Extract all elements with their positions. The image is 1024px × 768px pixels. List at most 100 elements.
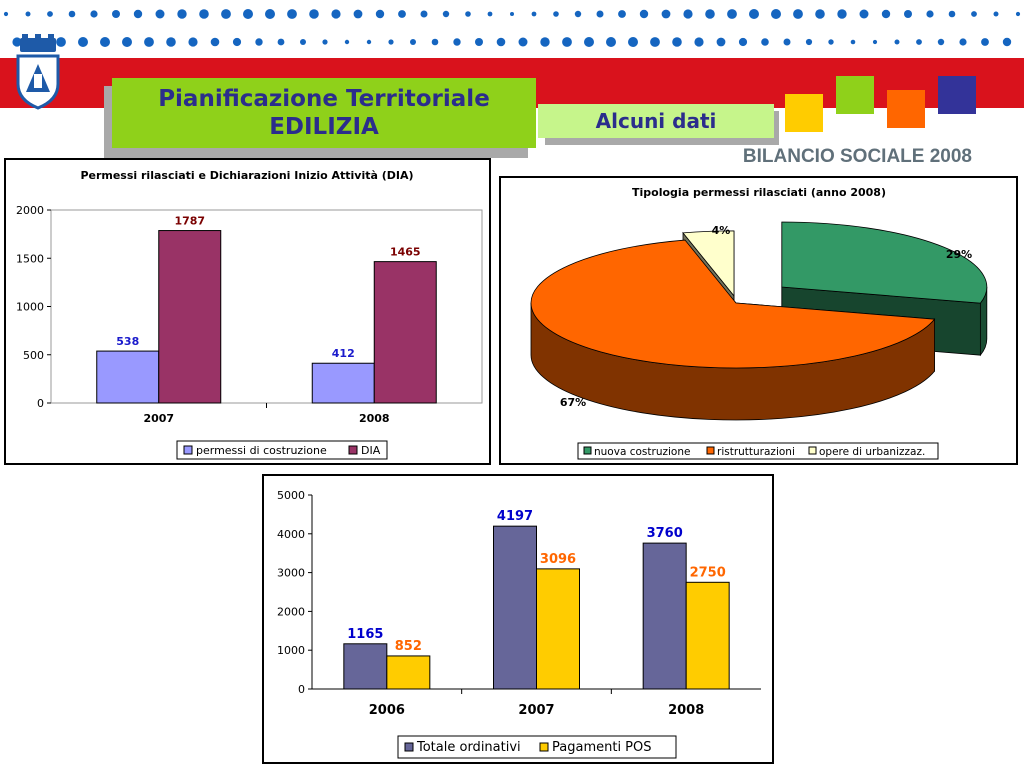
header-dot — [540, 37, 550, 47]
header-dot — [78, 37, 88, 47]
navy-square — [938, 76, 976, 114]
header-dot — [574, 10, 582, 18]
header-dot — [596, 10, 604, 18]
header-dot — [465, 11, 471, 17]
y-tick-label: 5000 — [277, 489, 305, 502]
bar-totale-ordinativi — [343, 643, 388, 690]
slice-label: 67% — [560, 396, 586, 409]
header-dot — [562, 37, 572, 47]
x-tick-label: 2007 — [143, 412, 174, 425]
header-dot — [210, 37, 220, 47]
y-tick-label: 3000 — [277, 567, 305, 580]
header-dot — [177, 9, 187, 19]
coat-of-arms-logo — [16, 34, 60, 110]
chart-permessi-dia: Permessi rilasciati e Dichiarazioni Iniz… — [16, 169, 483, 460]
data-label: 1787 — [174, 215, 205, 228]
slice-label: 4% — [712, 224, 731, 237]
header-dot — [331, 9, 341, 19]
bar-permessi-di-costruzione — [96, 350, 160, 404]
header-dot — [398, 10, 406, 18]
legend-swatch — [404, 742, 414, 752]
header-dot — [705, 9, 715, 19]
chart-ordinativi-panel: 0 1000 2000 3000 4000 5000 2006 1165 852 2007 4197… — [262, 474, 774, 764]
header-dot — [553, 11, 559, 17]
header-dot — [1002, 37, 1012, 47]
header-dot — [221, 9, 231, 19]
header-dot — [300, 39, 306, 45]
header-dot — [993, 11, 999, 17]
header-dot — [837, 9, 847, 19]
header-dot — [510, 12, 514, 16]
header-dot — [683, 9, 693, 19]
bar-totale-ordinativi — [642, 542, 687, 690]
header-dot — [761, 38, 769, 46]
y-tick-label: 1500 — [16, 252, 44, 265]
header-dot — [255, 38, 263, 46]
header-dot — [815, 9, 825, 19]
header-dot — [618, 10, 626, 18]
y-tick-label: 0 — [298, 683, 305, 696]
header-dot — [265, 9, 275, 19]
header-dot — [496, 37, 506, 47]
chart-permessi-panel: Permessi rilasciati e Dichiarazioni Iniz… — [4, 158, 491, 465]
data-label: 2750 — [690, 565, 726, 580]
x-tick-label: 2007 — [518, 703, 554, 718]
header-dot — [442, 10, 450, 18]
x-tick-label: 2008 — [359, 412, 390, 425]
legend-swatch — [706, 446, 715, 455]
header-dot — [783, 38, 791, 46]
legend-label: Totale ordinativi — [416, 740, 521, 755]
header-dot — [872, 39, 878, 45]
y-tick-label: 500 — [23, 349, 44, 362]
header-dot — [410, 39, 416, 45]
yellow-square — [785, 94, 823, 132]
header-dot — [199, 9, 209, 19]
data-label: 1165 — [347, 627, 383, 642]
bar-pagamenti-pos — [685, 581, 730, 690]
orange-square — [887, 90, 925, 128]
header-dot — [487, 11, 493, 17]
section-subtitle: Alcuni dati — [538, 104, 774, 138]
x-tick-label: 2006 — [369, 703, 405, 718]
header-dot — [431, 38, 439, 46]
legend-swatch — [539, 742, 549, 752]
header-dot — [155, 9, 165, 19]
header-dot — [850, 39, 856, 45]
legend-swatch — [583, 446, 592, 455]
header-dot — [366, 39, 372, 45]
header-dot — [243, 9, 253, 19]
header-dot — [112, 10, 120, 18]
header-dot — [25, 11, 31, 17]
slice-label: 29% — [946, 248, 972, 261]
header-dot — [716, 37, 726, 47]
chart-tipologia-pie: Tipologia permessi rilasciati (anno 2008… — [530, 186, 988, 460]
header-dot — [771, 9, 781, 19]
header-dot — [166, 37, 176, 47]
header-dot — [3, 11, 9, 17]
chart-title: Tipologia permessi rilasciati (anno 2008… — [632, 186, 886, 199]
header-dot — [881, 9, 891, 19]
bar-pagamenti-pos — [386, 655, 431, 690]
header-dot — [232, 37, 242, 47]
header-dot — [606, 37, 616, 47]
data-label: 538 — [116, 335, 139, 348]
legend-label: ristrutturazioni — [717, 446, 795, 458]
header-dot — [584, 37, 594, 47]
header-dot — [1015, 11, 1021, 17]
legend-label: permessi di costruzione — [196, 444, 327, 457]
header-dot — [287, 9, 297, 19]
header-dot — [375, 9, 385, 19]
header-dot — [90, 10, 98, 18]
header-dot — [277, 38, 285, 46]
bar-permessi-di-costruzione — [311, 362, 375, 404]
header-dot — [322, 39, 328, 45]
slice-nuova-costruzione — [781, 221, 988, 304]
header-dot — [937, 38, 945, 46]
slice-ristrutturazioni — [530, 239, 936, 369]
legend-label: nuova costruzione — [594, 446, 690, 458]
header-dot — [981, 38, 989, 46]
bar-dia — [373, 261, 437, 404]
y-tick-label: 2000 — [277, 605, 305, 618]
header-dot — [639, 9, 649, 19]
header-dot — [916, 39, 922, 45]
